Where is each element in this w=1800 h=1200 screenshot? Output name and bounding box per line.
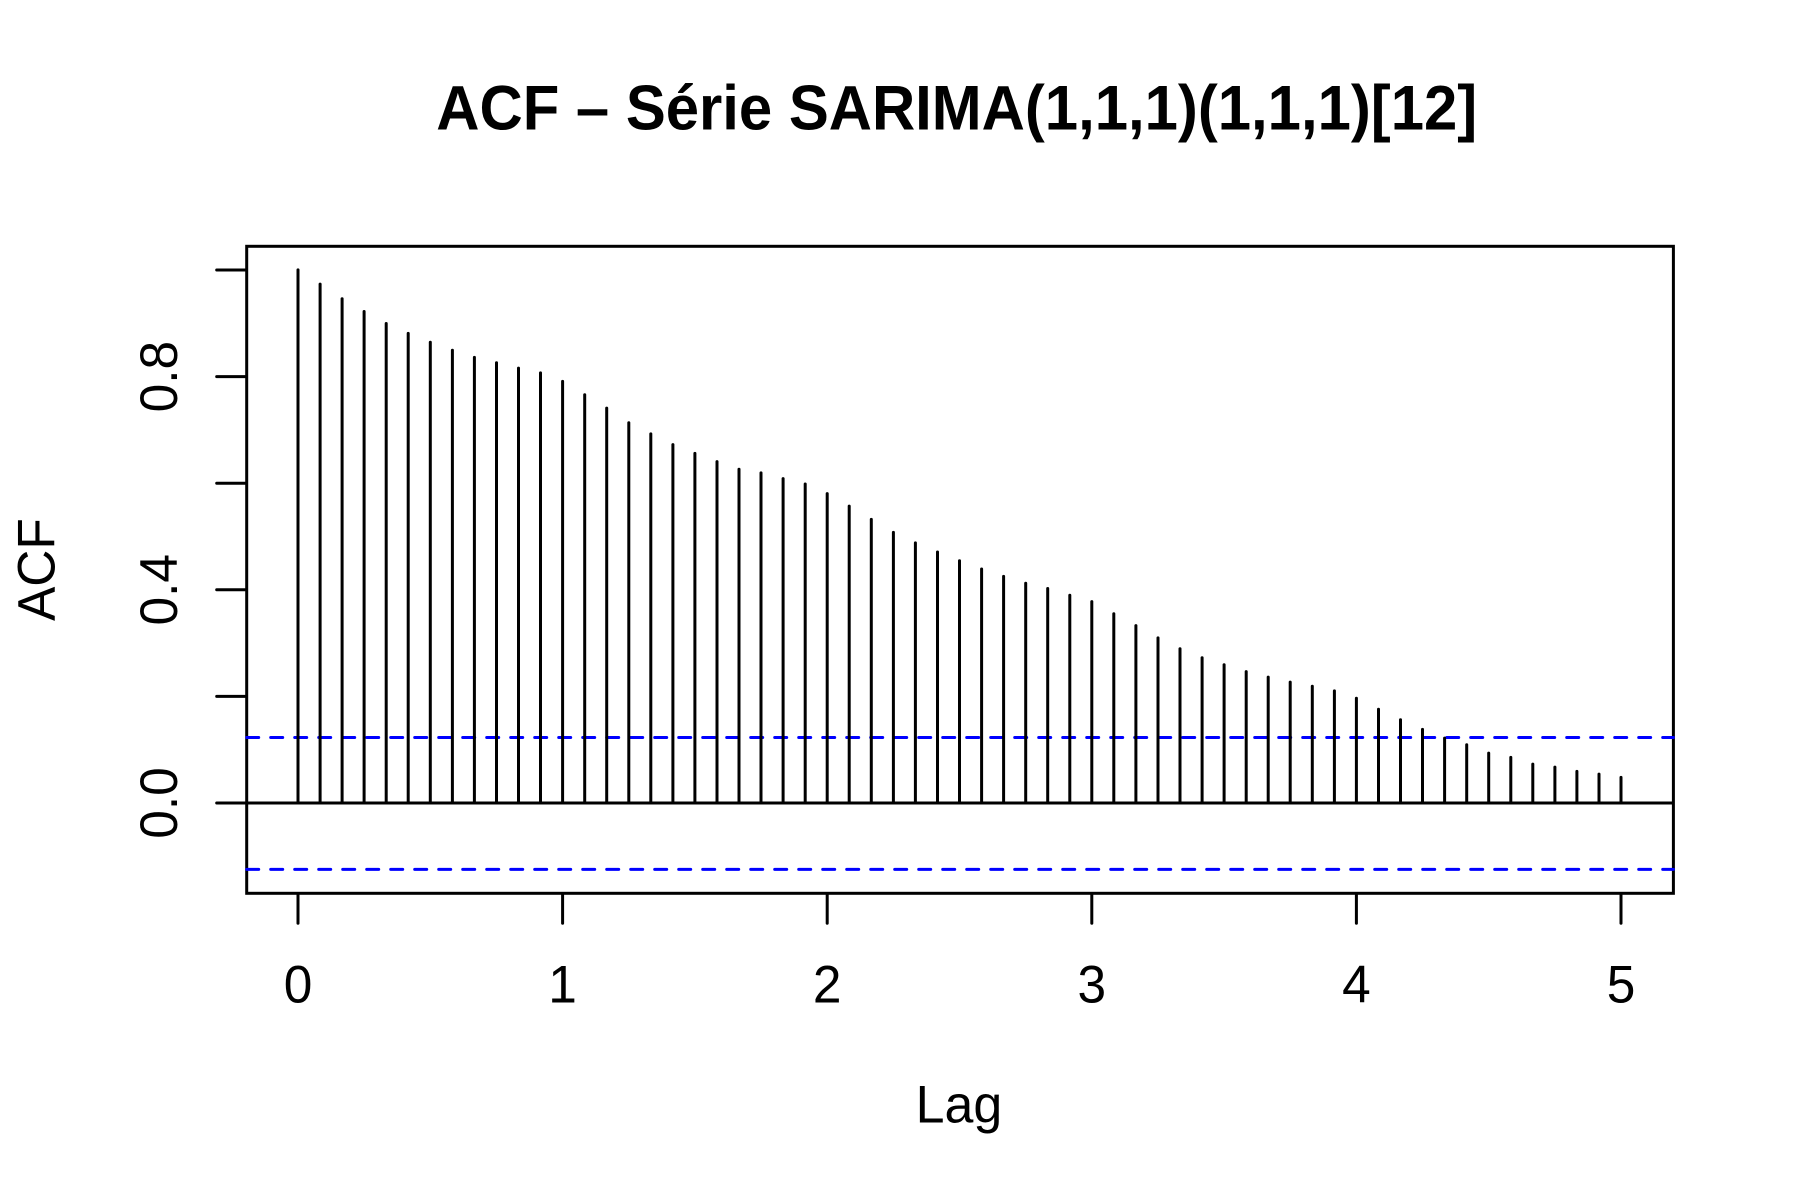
svg-text:0: 0 [284, 956, 313, 1015]
svg-text:0.4: 0.4 [130, 554, 189, 625]
svg-text:5: 5 [1607, 956, 1636, 1015]
svg-text:ACF: ACF [8, 518, 67, 621]
svg-text:1: 1 [548, 956, 577, 1015]
svg-text:0.0: 0.0 [130, 767, 189, 838]
svg-text:3: 3 [1077, 956, 1106, 1015]
svg-text:0.8: 0.8 [130, 341, 189, 412]
svg-text:ACF – Série SARIMA(1,1,1)(1,1,: ACF – Série SARIMA(1,1,1)(1,1,1)[12] [436, 73, 1477, 144]
svg-text:2: 2 [813, 956, 842, 1015]
svg-text:4: 4 [1342, 956, 1371, 1015]
svg-text:Lag: Lag [916, 1076, 1003, 1135]
